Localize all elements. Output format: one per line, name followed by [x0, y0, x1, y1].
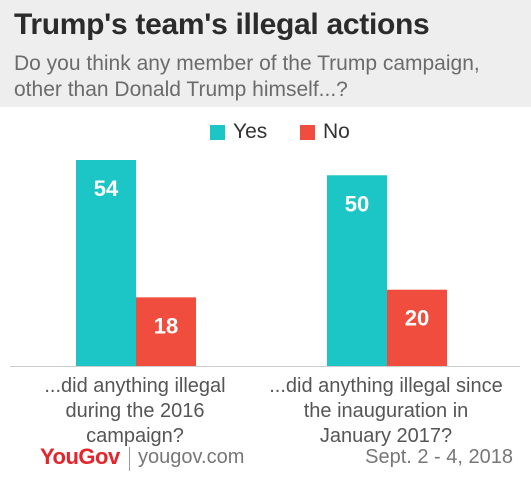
bar-no-0 [136, 297, 196, 366]
bar-chart: 54 18 50 20 [10, 160, 520, 367]
header-band: Trump's team's illegal actions Do you th… [0, 0, 531, 107]
category-label-inauguration: ...did anything illegal since the inaugu… [269, 375, 503, 447]
chart-title: Trump's team's illegal actions [14, 8, 430, 41]
legend-item-no: No [300, 120, 350, 144]
legend-swatch-yes [210, 124, 225, 140]
footer-divider [129, 447, 130, 471]
data-label-yes-1: 50 [345, 191, 369, 216]
footer-date: Sept. 2 - 4, 2018 [365, 446, 513, 468]
yougov-logo: YouGov [40, 444, 120, 469]
legend: Yes No [0, 120, 531, 146]
data-label-no-0: 18 [154, 313, 178, 338]
footer-site: yougov.com [138, 446, 245, 468]
category-label-campaign: ...did anything illegal during the 2016 … [44, 375, 226, 447]
legend-label-no: No [323, 120, 350, 143]
legend-item-yes: Yes [210, 120, 267, 144]
legend-label-yes: Yes [233, 120, 268, 143]
data-label-yes-0: 54 [94, 176, 119, 201]
bar-no-1 [387, 289, 447, 366]
legend-swatch-no [300, 124, 315, 140]
bar-yes-0 [76, 160, 136, 366]
data-label-no-1: 20 [405, 306, 429, 331]
bar-yes-1 [327, 175, 387, 366]
chart-subtitle: Do you think any member of the Trump cam… [14, 52, 480, 101]
